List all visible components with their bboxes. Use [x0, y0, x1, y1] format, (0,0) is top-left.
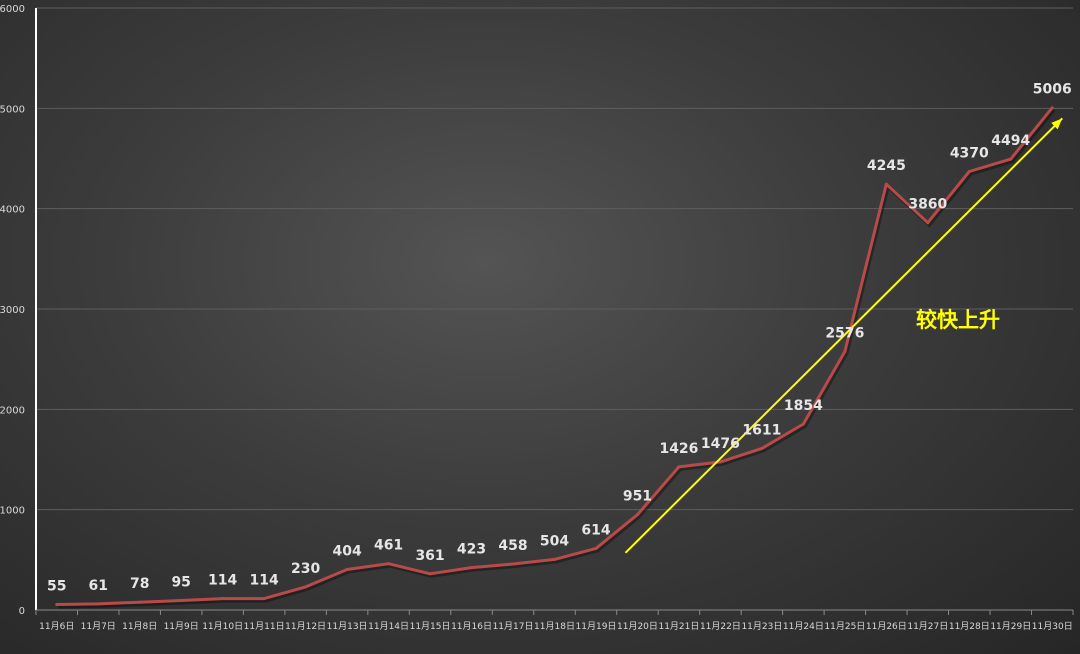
data-point [345, 567, 349, 571]
data-point [304, 585, 308, 589]
x-tick-label: 11月7日 [81, 621, 116, 632]
data-point [387, 562, 391, 566]
data-label: 614 [581, 522, 610, 538]
data-point [801, 422, 805, 426]
x-tick-label: 11月21日 [658, 621, 699, 632]
series-line-shadow [58, 108, 1056, 609]
data-label: 1854 [784, 398, 823, 414]
x-tick-label: 11月10日 [202, 621, 243, 632]
data-label: 951 [623, 489, 652, 505]
x-tick-label: 11月25日 [824, 621, 865, 632]
x-tick-label: 11月27日 [907, 621, 948, 632]
y-axis: 0 1000 2000 3000 4000 5000 6000 [0, 4, 37, 617]
data-label: 4494 [991, 133, 1030, 149]
x-tick-label: 11月23日 [741, 621, 782, 632]
gridlines [36, 7, 1073, 511]
x-tick-label: 11月28日 [949, 621, 990, 632]
data-point [718, 460, 722, 464]
series-line [56, 106, 1054, 606]
data-point [1050, 106, 1054, 110]
x-tick-label: 11月17日 [493, 621, 534, 632]
annotations: 较快上升 [916, 308, 1000, 332]
x-tick-label: 11月8日 [122, 621, 157, 632]
data-label: 4370 [950, 146, 989, 162]
x-tick-label: 11月26日 [866, 621, 907, 632]
data-label: 458 [498, 538, 527, 554]
x-tick-label: 11月20日 [617, 621, 658, 632]
data-label: 504 [540, 533, 569, 549]
data-label: 95 [171, 574, 190, 590]
x-tick-label: 11月29日 [990, 621, 1031, 632]
data-point [843, 350, 847, 354]
data-point [55, 602, 59, 606]
data-point [594, 546, 598, 550]
data-label: 78 [130, 576, 149, 592]
data-point [96, 602, 100, 606]
data-label: 423 [457, 542, 486, 558]
data-label: 361 [415, 548, 444, 564]
series [55, 106, 1056, 609]
x-tick-label: 11月30日 [1032, 621, 1073, 632]
data-label: 4245 [867, 158, 906, 174]
x-tick-label: 11月24日 [783, 621, 824, 632]
y-tick-label: 4000 [0, 205, 25, 216]
data-labels: 55 61 78 95 114 114 230 404 461 361 423 458 504 614 95… [47, 82, 1072, 595]
data-label: 1476 [701, 436, 740, 452]
y-tick-label: 6000 [0, 4, 25, 15]
y-tick-label: 2000 [0, 405, 25, 416]
data-label: 404 [332, 543, 361, 559]
data-label: 3860 [908, 197, 947, 213]
y-tick-label: 0 [19, 606, 25, 617]
data-point [511, 562, 515, 566]
data-point [470, 566, 474, 570]
x-tick-label: 11月9日 [164, 621, 199, 632]
data-label: 1611 [742, 422, 781, 438]
data-label: 2576 [825, 326, 864, 342]
y-tick-label: 3000 [0, 305, 25, 316]
x-tick-label: 11月18日 [534, 621, 575, 632]
data-point [677, 465, 681, 469]
data-point [179, 598, 183, 602]
data-point [553, 557, 556, 561]
x-tick-label: 11月19日 [576, 621, 617, 632]
data-point [760, 446, 764, 450]
data-label: 55 [47, 578, 66, 594]
x-tick-label: 11月6日 [39, 621, 74, 632]
data-point [926, 221, 930, 225]
data-label: 461 [374, 538, 403, 554]
x-tick-label: 11月13日 [327, 621, 368, 632]
data-label: 1426 [659, 441, 698, 457]
trend-line [624, 117, 1063, 554]
data-label: 230 [291, 561, 320, 577]
x-tick-label: 11月11日 [244, 621, 285, 632]
x-tick-label: 11月12日 [285, 621, 326, 632]
trend-annotation: 较快上升 [916, 308, 1000, 332]
x-axis: 11月6日 11月7日 11月8日 11月9日 11月10日 11月11日 11月12日 11… [35, 609, 1074, 632]
data-point [635, 513, 639, 517]
data-label: 61 [88, 578, 107, 594]
data-label: 114 [250, 573, 279, 589]
y-tick-label: 5000 [0, 104, 25, 115]
data-point [221, 597, 225, 601]
data-point [262, 597, 266, 601]
data-point [138, 600, 142, 604]
x-tick-label: 11月16日 [451, 621, 492, 632]
data-label: 5006 [1033, 82, 1072, 98]
y-tick-label: 1000 [0, 506, 25, 517]
x-tick-label: 11月15日 [410, 621, 451, 632]
data-point [1009, 157, 1013, 161]
data-point [884, 182, 888, 186]
x-tick-label: 11月14日 [368, 621, 409, 632]
trend-arrow [624, 117, 1063, 554]
x-tick-label: 11月22日 [700, 621, 741, 632]
data-point [428, 572, 432, 576]
data-point [967, 170, 971, 174]
trend-arrowhead [1051, 118, 1063, 130]
data-label: 114 [208, 573, 237, 589]
